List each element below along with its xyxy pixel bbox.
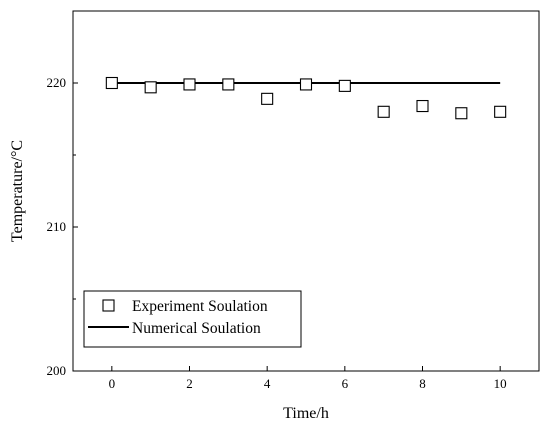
- experiment-point: [222, 78, 235, 91]
- series-layer: [105, 76, 507, 120]
- x-tick-label: 4: [264, 376, 271, 391]
- legend-label-numerical: Numerical Soulation: [132, 320, 261, 337]
- x-axis-ticks: 0 2 4 6 8 10: [109, 366, 507, 391]
- legend: Experiment Soulation Numerical Soulation: [83, 290, 302, 348]
- experiment-point: [144, 81, 157, 94]
- plot-frame: [72, 10, 540, 372]
- x-tick-label: 6: [342, 376, 349, 391]
- y-axis-label: Temperature/°C: [9, 140, 26, 242]
- x-tick-label: 8: [419, 376, 426, 391]
- x-axis-label: Time/h: [283, 405, 329, 422]
- x-tick-label: 0: [109, 376, 116, 391]
- experiment-point: [455, 107, 468, 120]
- legend-box: [83, 290, 302, 348]
- y-axis-ticks: 200 210 220: [47, 10, 78, 378]
- y-tick-label: 210: [47, 219, 67, 234]
- experiment-point: [105, 76, 118, 90]
- y-tick-label: 220: [47, 75, 67, 90]
- legend-marker-experiment: [102, 299, 115, 312]
- experiment-point: [377, 105, 390, 118]
- experiment-point: [494, 105, 507, 118]
- y-tick-label: 200: [47, 363, 67, 378]
- x-tick-label: 2: [186, 376, 193, 391]
- experiment-point: [416, 99, 429, 113]
- x-tick-label: 10: [494, 376, 507, 391]
- experiment-point: [183, 78, 196, 91]
- experiment-point: [338, 79, 351, 92]
- experiment-point: [261, 92, 274, 105]
- legend-label-experiment: Experiment Soulation: [132, 298, 268, 315]
- experiment-point: [299, 78, 313, 91]
